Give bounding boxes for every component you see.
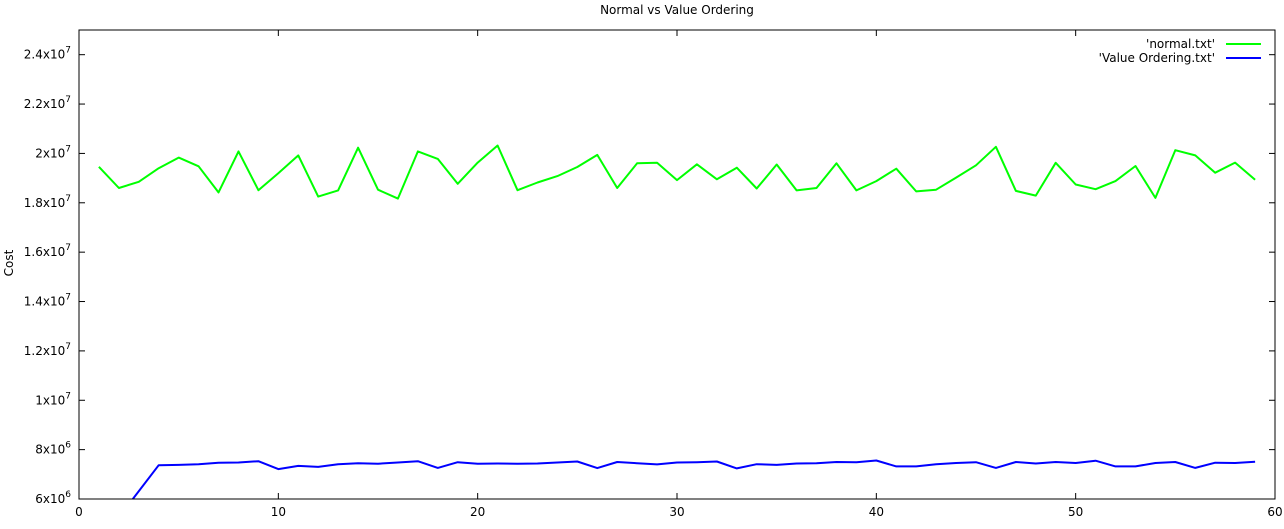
y-tick-label: 1.8x107 bbox=[24, 194, 71, 210]
series-line-0 bbox=[98, 144, 1256, 200]
plot-frame bbox=[78, 29, 1276, 500]
y-tick-label: 6x106 bbox=[35, 490, 71, 506]
x-tick-label: 60 bbox=[1267, 505, 1282, 519]
y-tick-label: 1x107 bbox=[35, 391, 71, 407]
legend-label: 'Value Ordering.txt' bbox=[1099, 51, 1215, 65]
ticks-layer: 0 10 20 30 40 50 60 6x106 8x106 1x107 1.2x107 1.4x1… bbox=[24, 30, 1283, 519]
x-tick-label: 20 bbox=[470, 505, 485, 519]
x-tick-label: 30 bbox=[669, 505, 684, 519]
y-tick-label: 1.2x107 bbox=[24, 342, 71, 358]
legend: 'normal.txt''Value Ordering.txt' bbox=[1099, 37, 1261, 65]
y-tick-label: 2.4x107 bbox=[24, 46, 71, 62]
legend-label: 'normal.txt' bbox=[1146, 37, 1215, 51]
y-tick-label: 1.4x107 bbox=[24, 293, 71, 309]
y-tick-label: 2.2x107 bbox=[24, 95, 71, 111]
series-line-1 bbox=[132, 459, 1256, 500]
y-tick-label: 2x107 bbox=[35, 144, 71, 160]
y-tick-label: 8x106 bbox=[35, 441, 71, 457]
x-tick-label: 10 bbox=[271, 505, 286, 519]
y-axis-label: Cost bbox=[2, 249, 16, 276]
x-tick-label: 0 bbox=[75, 505, 83, 519]
x-tick-label: 50 bbox=[1068, 505, 1083, 519]
chart-title: Normal vs Value Ordering bbox=[600, 3, 754, 17]
series-layer bbox=[98, 144, 1256, 500]
x-tick-label: 40 bbox=[869, 505, 884, 519]
y-tick-label: 1.6x107 bbox=[24, 243, 71, 259]
